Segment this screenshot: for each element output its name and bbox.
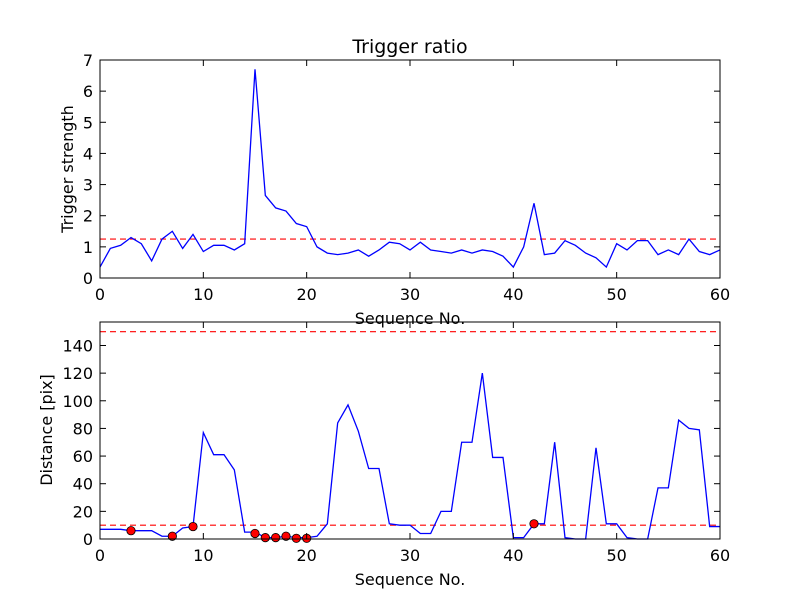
- x-tick-label: 10: [193, 285, 213, 304]
- y-tick-label: 6: [83, 82, 93, 101]
- y-tick-label: 3: [83, 176, 93, 195]
- y-axis-label: Trigger strength: [58, 105, 77, 234]
- data-point-marker: [271, 533, 281, 543]
- data-point-marker: [291, 533, 301, 543]
- y-tick-label: 140: [62, 336, 93, 355]
- data-point-marker: [529, 519, 539, 529]
- x-tick-label: 40: [503, 546, 523, 565]
- x-tick-label: 50: [606, 285, 626, 304]
- y-axis-label: Distance [pix]: [37, 374, 56, 486]
- series-line: [100, 373, 720, 540]
- x-tick-label: 40: [503, 285, 523, 304]
- x-tick-label: 10: [193, 546, 213, 565]
- y-tick-label: 2: [83, 207, 93, 226]
- x-tick-label: 30: [400, 285, 420, 304]
- y-tick-label: 0: [83, 269, 93, 288]
- x-axis-label: Sequence No.: [355, 570, 466, 589]
- y-tick-label: 120: [62, 364, 93, 383]
- y-tick-label: 4: [83, 144, 93, 163]
- distance-plot: Sequence No. Distance [pix] 0 10 20 30 40 50 6…: [37, 321, 730, 589]
- series-line: [99, 69, 721, 269]
- x-tick-label: 20: [296, 546, 316, 565]
- data-point-marker: [188, 521, 198, 532]
- y-tick-label: 80: [73, 419, 93, 438]
- x-tick-label: 0: [95, 546, 105, 565]
- y-tick-label: 40: [73, 475, 93, 494]
- x-tick-label: 30: [400, 546, 420, 565]
- y-tick-label: 7: [83, 51, 93, 70]
- x-tick-label: 0: [95, 285, 105, 304]
- y-tick-label: 100: [62, 392, 93, 411]
- y-tick-label: 5: [83, 113, 93, 132]
- data-point-marker: [260, 533, 270, 543]
- data-point-marker: [281, 531, 291, 541]
- x-axis-label: Sequence No.: [355, 309, 466, 328]
- x-tick-label: 60: [710, 285, 730, 304]
- x-tick-label: 20: [296, 285, 316, 304]
- x-tick-label: 60: [710, 546, 730, 565]
- x-tick-label: 50: [606, 546, 626, 565]
- data-point-marker: [250, 528, 260, 539]
- y-tick-label: 1: [83, 238, 93, 257]
- y-tick-label: 60: [73, 447, 93, 466]
- y-tick-label: 0: [83, 530, 93, 549]
- data-point-marker: [126, 526, 136, 536]
- chart-title: Trigger ratio: [351, 36, 467, 58]
- data-point-marker: [167, 531, 177, 541]
- trigger-ratio-plot: Trigger ratio Sequence No. Trigger stren…: [58, 36, 730, 328]
- y-tick-label: 20: [73, 502, 93, 521]
